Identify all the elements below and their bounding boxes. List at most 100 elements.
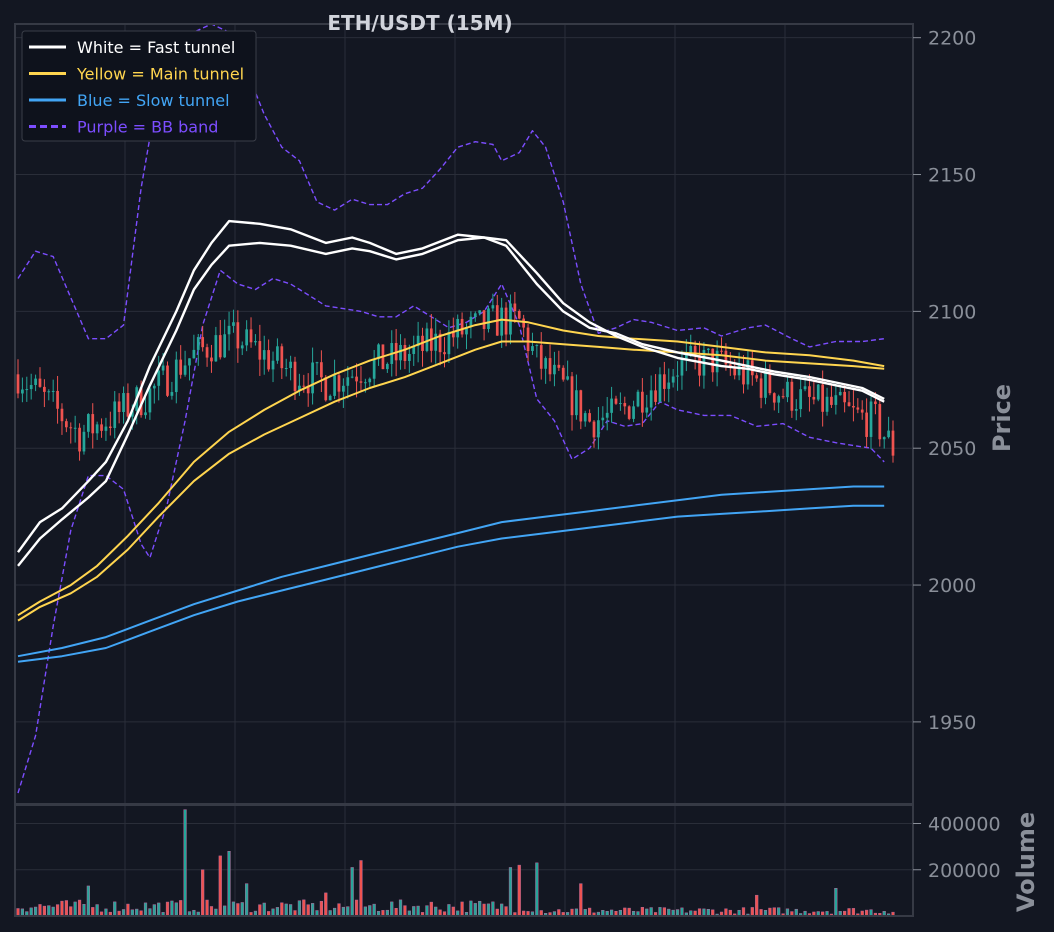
volume-bar <box>143 902 148 917</box>
volume-bar <box>271 908 275 917</box>
volume-bar <box>724 908 728 917</box>
volume-bar <box>768 907 772 917</box>
candle-body <box>385 363 389 370</box>
candle-body <box>284 368 288 370</box>
candle-body <box>812 396 816 400</box>
volume-bar <box>517 864 521 917</box>
volume-bar <box>135 908 139 917</box>
candle-body <box>315 362 319 364</box>
volume-bar <box>500 903 504 917</box>
candle-body <box>196 337 200 350</box>
candle-body <box>522 318 526 328</box>
candle-body <box>460 318 464 335</box>
legend-box <box>21 30 257 142</box>
volume-bar <box>284 903 288 917</box>
candle-body <box>144 412 147 416</box>
candle-body <box>482 310 486 329</box>
candle-body <box>680 358 684 376</box>
volume-bar <box>104 908 108 917</box>
candle-body <box>742 365 745 385</box>
candle-body <box>359 381 363 383</box>
candle-body <box>821 384 825 412</box>
volume-bars <box>16 809 895 917</box>
candle-body <box>469 316 473 328</box>
candle-body <box>579 390 583 422</box>
candle-body <box>139 387 143 416</box>
volume-bar <box>55 904 60 917</box>
candle-body <box>122 393 125 413</box>
candle-body <box>781 396 785 398</box>
volume-bar <box>574 908 579 917</box>
candle-body <box>174 359 178 393</box>
candle-body <box>95 424 99 434</box>
volume-bar <box>504 906 508 917</box>
volume-bar <box>157 902 161 917</box>
candle-body <box>276 346 279 361</box>
price-tick-label: 2200 <box>928 28 976 50</box>
candle-body <box>733 367 737 376</box>
candle-body <box>51 390 55 392</box>
volume-bar <box>289 904 293 917</box>
candle-body <box>759 378 763 398</box>
candle-body <box>878 404 882 440</box>
candle-body <box>786 381 789 398</box>
volume-bar <box>218 855 222 917</box>
candle-body <box>860 409 864 413</box>
volume-bar <box>148 908 152 917</box>
candle-body <box>43 386 46 392</box>
candle-body <box>227 325 231 335</box>
candle-body <box>350 376 354 378</box>
candle-body <box>438 333 442 353</box>
volume-bar <box>570 908 574 917</box>
candle-body <box>803 386 807 390</box>
volume-bar <box>583 909 587 917</box>
candle-body <box>465 327 468 335</box>
candle-body <box>258 341 262 360</box>
candle-body <box>777 396 781 403</box>
candle-body <box>100 424 103 431</box>
volume-bar <box>469 900 473 917</box>
legend: White = Fast tunnel Yellow = Main tunnel B… <box>21 30 257 142</box>
candle-body <box>416 335 420 347</box>
candle-body <box>852 405 855 408</box>
candle-body <box>504 307 508 335</box>
candle-body <box>566 376 569 380</box>
candle-body <box>601 417 605 421</box>
candle-body <box>500 307 504 336</box>
candle-body <box>302 385 306 387</box>
volume-bar <box>341 906 345 917</box>
candle-body <box>407 353 411 361</box>
legend-label: Purple = BB band <box>77 118 218 137</box>
slow-tunnel-upper-line <box>17 485 885 658</box>
candle-body <box>201 337 205 348</box>
candle-body <box>737 365 741 376</box>
candle-body <box>790 381 794 411</box>
candle-body <box>561 367 565 380</box>
volume-bar <box>170 900 174 917</box>
candle-body <box>856 407 860 410</box>
volume-bar <box>91 907 95 917</box>
volume-bar <box>240 902 244 917</box>
candle-body <box>794 409 798 411</box>
volume-bar <box>640 907 644 917</box>
candle-body <box>588 413 591 422</box>
candle-body <box>636 391 640 407</box>
candle-body <box>157 370 161 386</box>
candle-body <box>69 427 73 429</box>
candle-body <box>47 391 51 393</box>
volume-bar <box>394 908 398 917</box>
volume-bar <box>508 867 513 917</box>
candle-body <box>816 384 820 400</box>
candle-body <box>843 391 846 403</box>
candle-body <box>592 421 596 438</box>
candle-body <box>130 410 134 417</box>
candle-body <box>399 344 402 361</box>
candle-body <box>513 303 517 312</box>
candle-body <box>509 303 512 335</box>
tunnels <box>17 219 885 663</box>
candle-body <box>434 333 438 351</box>
volume-bar <box>126 903 130 917</box>
volume-bar <box>223 905 227 917</box>
volume-bar <box>429 901 433 917</box>
candle-body <box>887 430 890 438</box>
